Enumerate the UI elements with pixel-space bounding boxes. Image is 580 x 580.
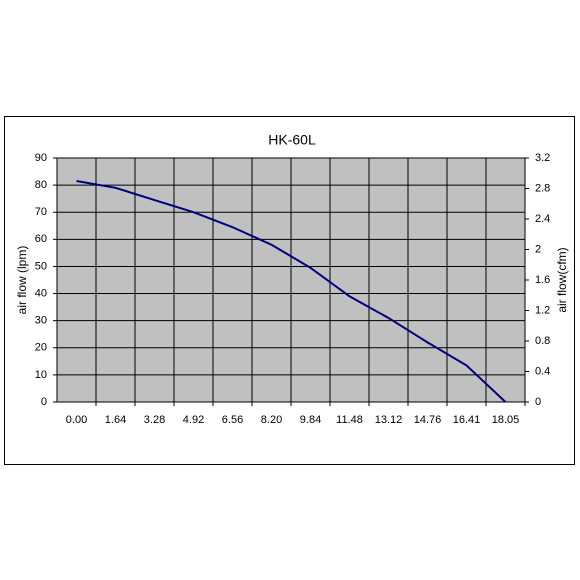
x-tick-label: 13.12 [375,414,403,426]
y-tick-label: 30 [35,315,47,327]
y-tick-label: 50 [35,260,47,272]
y2-tick-label: 0.8 [535,335,550,347]
y-tick-label: 20 [35,342,47,354]
x-tick-label: 14.76 [414,414,442,426]
y2-tick-label: 3.2 [535,152,550,164]
x-tick-label: 8.20 [261,414,282,426]
x-tick-label: 16.41 [453,414,481,426]
x-tick-label: 4.92 [183,414,204,426]
y-tick-label: 90 [35,152,47,164]
y-tick-label: 60 [35,233,47,245]
y-tick-label: 0 [41,396,47,408]
data-line [76,180,507,403]
y2-tick-label: 1.6 [535,274,550,286]
x-tick-label: 1.64 [105,414,126,426]
y2-tick-label: 0 [535,396,541,408]
y2-tick-label: 2.8 [535,182,550,194]
x-tick-label: 3.28 [144,414,165,426]
chart-title: HK-60L [268,132,316,148]
y-tick-label: 80 [35,179,47,191]
y-axis-title: air flow (lpm) [15,246,29,315]
x-tick-label: 0.00 [66,414,87,426]
y-tick-label: 40 [35,287,47,299]
y2-tick-label: 0.4 [535,365,550,377]
y2-tick-label: 1.2 [535,304,550,316]
y2-tick-label: 2 [535,243,541,255]
x-tick-label: 11.48 [336,414,363,426]
x-tick-label: 6.56 [222,414,243,426]
y2-axis-title: air flow(cfm) [555,247,569,312]
x-tick-label: 18.05 [492,414,520,426]
y-tick-label: 10 [35,369,47,381]
y-tick-label: 70 [35,206,47,218]
y2-tick-label: 2.4 [535,213,550,225]
x-tick-label: 9.84 [300,414,321,426]
